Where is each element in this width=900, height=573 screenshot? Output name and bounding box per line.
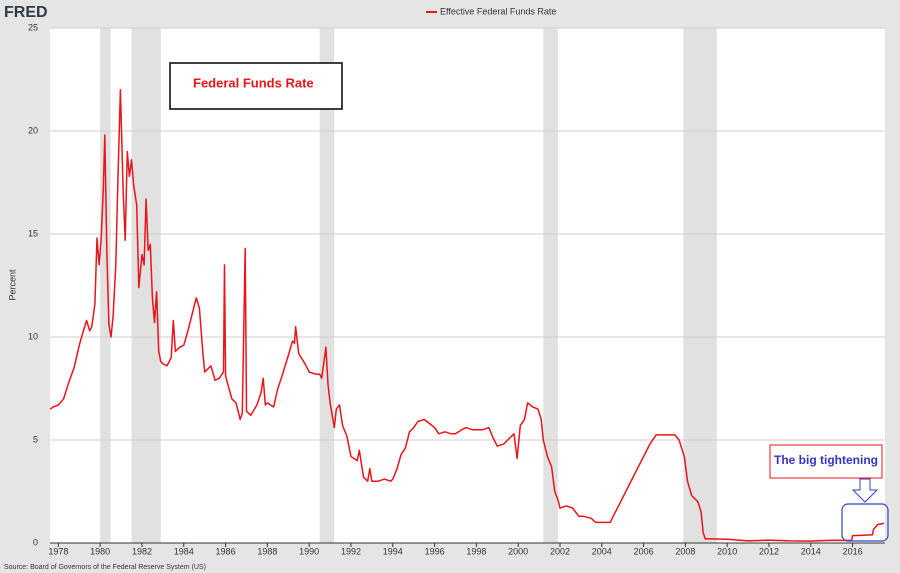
x-tick-label: 2002 [550,546,570,556]
x-tick-label: 1994 [383,546,403,556]
x-tick-label: 1990 [299,546,319,556]
y-tick-label: 25 [28,22,38,32]
annotation-arrow [851,478,879,503]
y-tick-label: 0 [33,537,38,547]
x-tick-label: 1998 [466,546,486,556]
x-tick-label: 1980 [90,546,110,556]
y-tick-label: 20 [28,125,38,135]
x-tick-label: 1978 [48,546,68,556]
annotation-box [769,444,883,479]
x-tick-label: 1984 [174,546,194,556]
annotation: Federal Funds Rate [193,75,314,90]
recession-band [131,28,161,543]
x-tick-label: 2004 [592,546,612,556]
recession-band [683,28,717,543]
x-tick-label: 1992 [341,546,361,556]
y-tick-label: 15 [28,228,38,238]
x-tick-label: 2016 [843,546,863,556]
legend-label: Effective Federal Funds Rate [440,6,556,16]
marks [49,27,885,547]
x-tick-label: 2006 [634,546,654,556]
x-tick-label: 1986 [216,546,236,556]
series-line [49,89,885,542]
y-axis-label: Percent [7,269,17,301]
x-tick-label: 1996 [425,546,445,556]
x-tick-label: 2010 [717,546,737,556]
x-tick-label: 2014 [801,546,821,556]
y-tick-label: 10 [28,331,38,341]
x-tick-label: 2012 [759,546,779,556]
annotation: The big tightening [774,453,878,467]
x-tick-label: 1988 [257,546,277,556]
plot-area [50,28,885,543]
x-tick-label: 2000 [508,546,528,556]
logo: FRED [4,4,48,21]
highlight-box [841,503,889,542]
y-tick-label: 5 [33,434,38,444]
recession-band [100,28,111,543]
x-tick-label: 2008 [675,546,695,556]
x-tick-label: 1982 [132,546,152,556]
annotation-box [169,62,343,110]
recession-band [319,28,335,543]
recession-band [543,28,558,543]
source: Source: Board of Governors of the Federa… [4,564,206,571]
